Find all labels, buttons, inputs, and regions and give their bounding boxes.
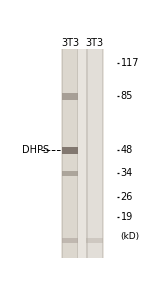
Bar [86, 238, 103, 242]
Bar [62, 171, 78, 176]
Bar [62, 147, 78, 154]
Text: 19: 19 [121, 212, 133, 222]
Bar [61, 49, 104, 258]
Text: 3T3: 3T3 [61, 38, 79, 47]
Bar [86, 49, 103, 258]
Bar [86, 49, 88, 258]
Bar [62, 238, 78, 242]
Bar [62, 49, 63, 258]
Text: 3T3: 3T3 [86, 38, 104, 47]
Bar [77, 49, 78, 258]
Bar [62, 93, 78, 100]
Text: 26: 26 [121, 191, 133, 202]
Text: 85: 85 [121, 91, 133, 101]
Text: 34: 34 [121, 168, 133, 178]
Bar [102, 49, 103, 258]
Text: DHPS: DHPS [22, 145, 49, 155]
Text: 48: 48 [121, 145, 133, 155]
Bar [62, 49, 78, 258]
Text: 117: 117 [121, 58, 139, 68]
Text: (kD): (kD) [121, 232, 140, 242]
